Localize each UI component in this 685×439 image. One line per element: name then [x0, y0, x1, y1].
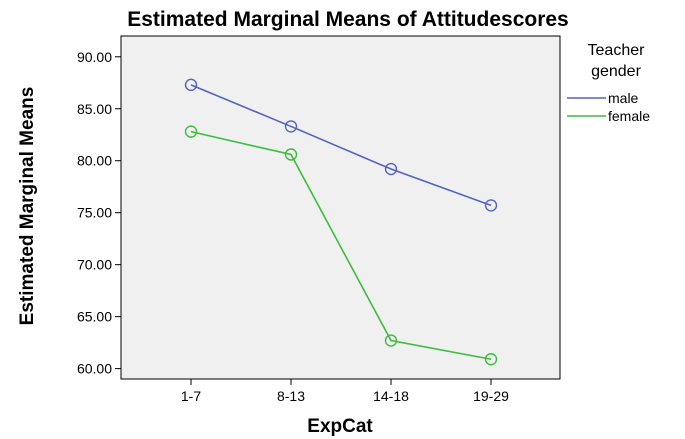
plot-area — [120, 35, 561, 380]
y-tick-label: 80.00 — [77, 153, 112, 169]
y-tick-label: 75.00 — [77, 205, 112, 221]
data-point-female — [384, 334, 398, 347]
y-axis-title: Estimated Marginal Means — [17, 87, 38, 326]
x-tick-label: 14-18 — [373, 388, 409, 404]
y-tick-label: 70.00 — [77, 257, 112, 273]
data-point-female — [184, 125, 198, 138]
legend-label-male: male — [608, 90, 639, 106]
legend: Teacher gender male female — [567, 42, 650, 124]
chart-title: Estimated Marginal Means of Attitudescor… — [127, 8, 568, 31]
data-point-male — [384, 162, 398, 176]
legend-title-line2: gender — [591, 63, 641, 80]
data-point-female — [484, 353, 498, 366]
x-axis-title: ExpCat — [307, 416, 373, 437]
legend-title-line1: Teacher — [588, 42, 646, 59]
x-tick-label: 1-7 — [181, 388, 201, 404]
data-point-male — [484, 199, 498, 212]
legend-label-female: female — [608, 108, 650, 124]
y-tick-label: 65.00 — [77, 309, 112, 325]
x-tick-label: 19-29 — [473, 388, 509, 404]
y-tick-label: 60.00 — [77, 361, 112, 377]
x-axis: 1-7 8-13 14-18 19-29 — [181, 379, 509, 404]
y-tick-label: 90.00 — [77, 49, 112, 65]
series-line-female — [190, 130, 492, 361]
data-point-male — [284, 120, 298, 133]
data-point-female — [284, 148, 298, 161]
data-point-male — [184, 78, 198, 92]
x-tick-label: 8-13 — [277, 388, 305, 404]
series-layer — [184, 78, 498, 366]
series-line-male — [190, 84, 492, 207]
y-axis: 60.00 65.00 70.00 75.00 80.00 85.00 90.00 — [77, 49, 121, 377]
y-tick-label: 85.00 — [77, 101, 112, 117]
